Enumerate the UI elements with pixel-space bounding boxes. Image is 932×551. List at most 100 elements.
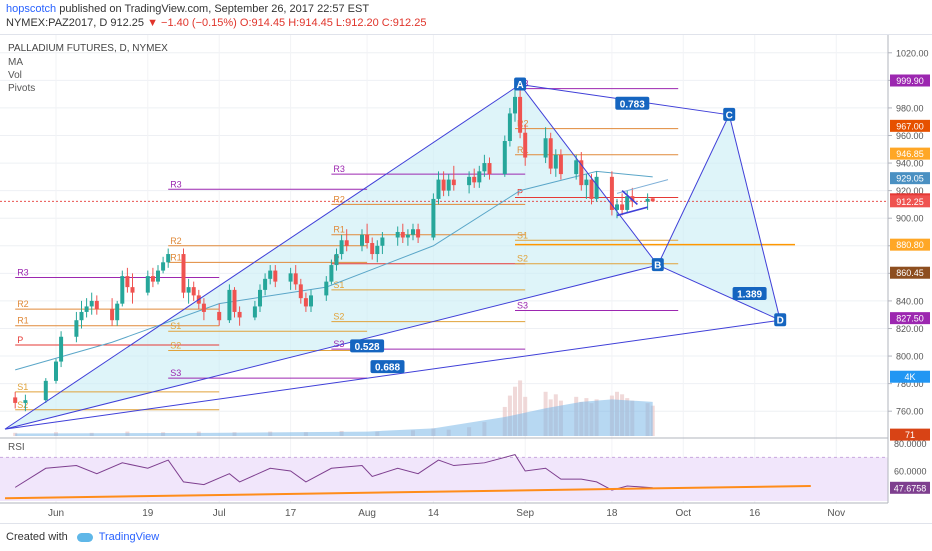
y-tick-label: 940.00 — [896, 159, 924, 169]
price-tag — [890, 74, 930, 87]
ohlc-values: O:914.45 H:914.45 L:912.20 C:912.25 — [239, 17, 427, 29]
candle-body — [145, 276, 150, 293]
candle-body — [431, 198, 436, 238]
symbol-line: NYMEX:PAZ2017, D 912.25 ▼ −1.40 (−0.15%)… — [6, 17, 426, 29]
pivot-label: S2 — [170, 341, 181, 351]
xb-line — [4, 264, 658, 430]
candle-body — [186, 287, 191, 293]
moving-average — [15, 170, 653, 371]
candle-body — [472, 176, 477, 183]
y-tick-label: 920.00 — [896, 186, 924, 196]
point-C-label: C — [726, 110, 733, 121]
tradingview-link[interactable]: TradingView — [98, 531, 160, 543]
candle-body — [518, 96, 523, 133]
candle-body — [339, 240, 344, 255]
pivot-label: S2 — [17, 400, 28, 410]
candle-body — [59, 336, 64, 362]
rsi-tick-label: 60.0000 — [894, 467, 927, 477]
candle-body — [416, 229, 421, 238]
price-tag-label: 967.00 — [896, 121, 924, 131]
pivot-label: S3 — [333, 339, 344, 349]
candle-body — [594, 176, 599, 199]
volume-bar — [518, 380, 523, 436]
candle-body — [400, 231, 405, 238]
pivot-label: R2 — [333, 194, 345, 204]
candle-body — [584, 179, 589, 186]
point-A-label: A — [516, 80, 523, 91]
y-tick-label: 980.00 — [896, 103, 924, 113]
xa-line — [4, 84, 521, 430]
candle-body — [395, 231, 400, 238]
chart-header: hopscotch published on TradingView.com, … — [0, 0, 932, 35]
pattern-fill — [5, 84, 781, 430]
rsi-band — [0, 457, 888, 501]
point-A-badge — [514, 77, 527, 91]
candle-body — [258, 289, 262, 307]
candle-body — [89, 300, 94, 307]
candle-body — [620, 204, 625, 210]
candle-body — [74, 320, 79, 337]
publish-info: published on TradingView.com, September … — [59, 3, 370, 15]
candle-body — [558, 154, 563, 175]
price-tag-label: 999.90 — [896, 76, 924, 86]
volume-ma-area — [15, 399, 653, 436]
candle-body — [487, 163, 492, 175]
rsi-value-tag — [890, 481, 930, 494]
author-link[interactable]: hopscotch — [6, 3, 57, 15]
legend-indicator: Vol — [8, 70, 22, 81]
bcd-triangle-fill — [657, 114, 781, 321]
point-D-label: D — [777, 316, 784, 327]
bd-line — [657, 264, 781, 321]
cd-line — [728, 114, 781, 321]
candle-body — [252, 306, 257, 318]
pivot-label: S1 — [517, 230, 528, 240]
ratio-label: 1.389 — [737, 290, 762, 301]
candle-body — [54, 361, 58, 381]
y-tick-label: 820.00 — [896, 324, 924, 334]
x-tick-label: 18 — [606, 508, 618, 519]
triangle-lower-line — [616, 206, 648, 217]
pivot-label: S1 — [170, 321, 181, 331]
candle-body — [217, 311, 222, 321]
x-tick-label: Oct — [676, 508, 692, 519]
candle-body — [288, 273, 293, 282]
candle-body — [589, 179, 594, 199]
ratio-badge — [370, 360, 405, 374]
pivot-label: R3 — [333, 164, 345, 174]
price-tag — [890, 119, 930, 132]
cloud-icon — [76, 532, 93, 542]
candle-body — [645, 198, 650, 202]
candle-body — [110, 309, 115, 321]
price-tag — [890, 147, 930, 160]
pivot-label: P — [517, 188, 523, 198]
candle-body — [548, 138, 553, 169]
pivot-label: S2 — [517, 254, 528, 264]
y-tick-label: 800.00 — [896, 352, 924, 362]
candle-body — [507, 113, 512, 142]
candle-body — [411, 229, 415, 235]
candle-body — [523, 132, 528, 158]
candle-body — [79, 311, 84, 321]
ratio-label: 0.688 — [375, 363, 400, 374]
x-tick-label: 17 — [285, 508, 297, 519]
candle-body — [513, 96, 517, 114]
candle-body — [263, 278, 268, 290]
candle-body — [156, 270, 160, 282]
candle-body — [309, 295, 313, 307]
pivot-label: R3 — [17, 267, 29, 277]
x-tick-label: Nov — [827, 508, 845, 519]
price-tag — [890, 370, 930, 383]
price-tag — [890, 312, 930, 325]
xd-line — [4, 319, 781, 430]
price-tag-label: 860.45 — [896, 268, 924, 278]
price-tag-label: 71 — [905, 430, 915, 440]
x-tick-label: 16 — [749, 508, 761, 519]
ab-line — [519, 84, 659, 266]
candle-body — [334, 254, 339, 266]
ratio-label: 0.783 — [620, 99, 645, 110]
price-axis: 760.00780.00800.00820.00840.00860.00880.… — [887, 35, 930, 503]
price-chart[interactable]: R3R2R1PS1S2R3R2R1S1S2S3R3R2R1PS1S2S3R3R2… — [0, 35, 932, 523]
price-tag-label: 4K — [904, 372, 915, 382]
publish-line: hopscotch published on TradingView.com, … — [6, 3, 369, 15]
ratio-label: 0.528 — [355, 342, 380, 353]
